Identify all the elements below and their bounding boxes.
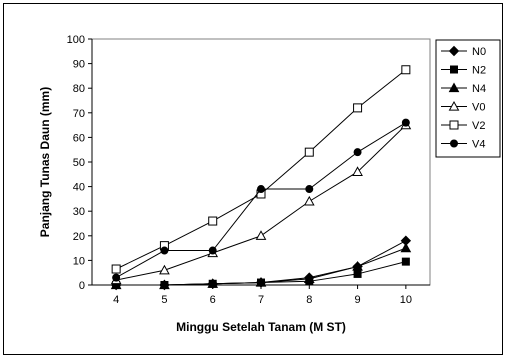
legend-marker-v2 bbox=[449, 120, 459, 130]
y-tick-label: 0 bbox=[79, 280, 85, 292]
y-tick-label: 40 bbox=[73, 182, 85, 194]
legend-label-n2: N2 bbox=[472, 65, 486, 77]
y-tick-label: 70 bbox=[73, 108, 85, 120]
series-v0-point bbox=[303, 195, 315, 206]
series-n4-point bbox=[303, 273, 315, 283]
y-axis-title: Panjang Tunas Daun (mm) bbox=[38, 87, 52, 237]
legend-label-v4: V4 bbox=[472, 139, 485, 151]
legend-marker-n0 bbox=[448, 45, 460, 57]
legend-marker-n2 bbox=[450, 65, 458, 74]
series-n4 bbox=[110, 242, 412, 290]
series-v4-point bbox=[112, 273, 121, 282]
x-tick-label: 10 bbox=[400, 294, 412, 306]
series-v4-point bbox=[160, 246, 169, 255]
y-tick-label: 10 bbox=[73, 255, 85, 267]
series-v0-point bbox=[255, 230, 267, 240]
series-v0-point bbox=[159, 264, 170, 275]
series-v4-point bbox=[353, 148, 362, 157]
legend-label-n4: N4 bbox=[472, 83, 486, 95]
series-v4-point bbox=[208, 246, 217, 255]
x-tick-label: 5 bbox=[161, 294, 167, 306]
series-v2-point bbox=[353, 103, 363, 113]
legend-label-v2: V2 bbox=[472, 120, 485, 132]
series-v4-point bbox=[257, 185, 265, 194]
series-v2 bbox=[111, 65, 411, 274]
plot-area bbox=[91, 38, 431, 286]
x-tick-label: 4 bbox=[113, 294, 119, 306]
legend-label-n0: N0 bbox=[472, 46, 486, 58]
legend-item-n2: N2 bbox=[441, 65, 486, 77]
legend-item-v4: V4 bbox=[441, 139, 485, 151]
series-n4-point bbox=[159, 279, 170, 290]
x-tick-label: 8 bbox=[306, 294, 312, 306]
series-n4-point bbox=[207, 278, 219, 288]
y-tick-label: 90 bbox=[73, 59, 85, 71]
series-v4 bbox=[112, 118, 410, 282]
series-v2-point bbox=[111, 264, 121, 274]
y-tick-label: 100 bbox=[67, 34, 85, 46]
y-tick-label: 60 bbox=[73, 132, 85, 144]
series-v2-point bbox=[304, 147, 314, 157]
legend-item-n0: N0 bbox=[441, 45, 486, 58]
series-n2-point bbox=[353, 269, 362, 278]
series-n4-point bbox=[110, 279, 122, 290]
legend-item-v0: V0 bbox=[441, 100, 485, 114]
legend: N0 N2 N4 V0 V2 V4 bbox=[435, 39, 501, 158]
x-tick-label: 9 bbox=[355, 294, 361, 306]
series-v2-point bbox=[401, 65, 411, 75]
series-n4-point bbox=[352, 261, 363, 271]
legend-box bbox=[435, 39, 501, 158]
legend-item-n4: N4 bbox=[441, 82, 486, 95]
y-tick-label: 30 bbox=[73, 206, 85, 218]
x-tick-label: 6 bbox=[210, 294, 216, 306]
series-v0-point bbox=[352, 166, 363, 176]
legend-marker-v0 bbox=[448, 100, 460, 111]
series-layer bbox=[110, 65, 412, 291]
legend-marker-v4 bbox=[450, 139, 458, 148]
axes: 0 10 20 30 40 50 60 70 80 90 100 4 5 6 7 8 9 10 bbox=[67, 34, 430, 306]
y-tick-label: 80 bbox=[73, 83, 85, 95]
x-axis-title: Minggu Setelah Tanam (M ST) bbox=[176, 320, 346, 334]
series-v4-point bbox=[401, 118, 410, 127]
legend-marker-n4 bbox=[448, 82, 460, 93]
series-n4-point bbox=[255, 277, 267, 287]
series-n2-point bbox=[401, 257, 410, 266]
legend-label-v0: V0 bbox=[472, 102, 485, 114]
series-v2-point bbox=[208, 216, 218, 226]
legend-item-v2: V2 bbox=[441, 120, 485, 132]
y-tick-label: 50 bbox=[73, 157, 85, 169]
series-v4-point bbox=[305, 185, 314, 194]
x-tick-label: 7 bbox=[258, 294, 264, 306]
series-n4-point bbox=[400, 242, 412, 253]
y-tick-label: 20 bbox=[73, 231, 85, 243]
